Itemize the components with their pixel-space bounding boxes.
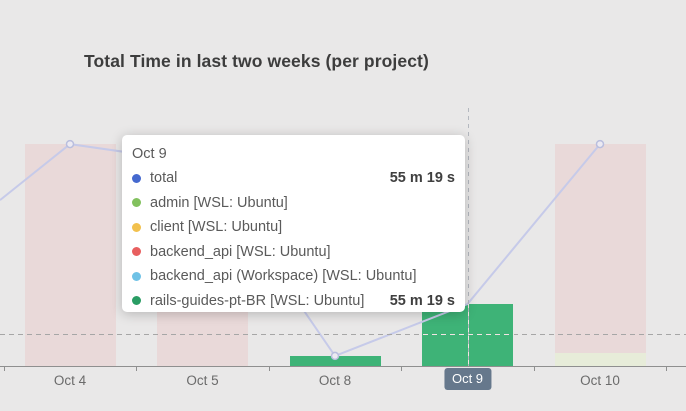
x-axis-label-oct-8[interactable]: Oct 8: [318, 373, 352, 388]
tooltip-row-label: rails-guides-pt-BR [WSL: Ubuntu]: [150, 292, 365, 309]
x-axis-tick: [3, 366, 5, 371]
series-dot-total-icon: [132, 173, 141, 183]
chart-tooltip: Oct 9 total 55 m 19 s admin [WSL: Ubuntu…: [122, 135, 465, 312]
crosshair-vertical-line: [468, 108, 469, 366]
tooltip-row-backend-api-workspace: backend_api (Workspace) [WSL: Ubuntu]: [132, 264, 455, 289]
tooltip-row-label: client [WSL: Ubuntu]: [150, 219, 283, 236]
bar-segment-oct-4[interactable]: [24, 144, 116, 366]
series-dot-backend-api-workspace-icon: [132, 271, 141, 281]
tooltip-row-rails-guides: rails-guides-pt-BR [WSL: Ubuntu] 55 m 19…: [132, 289, 455, 314]
series-dot-admin-icon: [132, 198, 141, 208]
x-axis-label-oct-4[interactable]: Oct 4: [53, 373, 87, 388]
series-dot-backend-api-icon: [132, 247, 141, 257]
tooltip-row-backend-api: backend_api [WSL: Ubuntu]: [132, 240, 455, 265]
crosshair-horizontal-line: [0, 334, 686, 335]
tooltip-row-value: 55 m 19 s: [389, 292, 455, 309]
bar-segment-oct-8[interactable]: [289, 355, 381, 366]
tooltip-row-label: backend_api [WSL: Ubuntu]: [150, 243, 331, 260]
x-axis-tick: [533, 366, 535, 371]
x-axis-tick: [666, 366, 668, 371]
bar-segment-oct-10[interactable]: [554, 144, 646, 353]
crosshair-horizontal-line-over-bar: [423, 334, 514, 335]
tooltip-row-label: admin [WSL: Ubuntu]: [150, 194, 288, 211]
x-axis-tick: [401, 366, 403, 371]
x-axis-tick: [268, 366, 270, 371]
tooltip-row-admin: admin [WSL: Ubuntu]: [132, 191, 455, 216]
x-axis-line: [0, 366, 686, 367]
crosshair-vertical-line-over-bar: [468, 304, 469, 366]
tooltip-row-label: total: [150, 170, 178, 187]
x-axis-tick: [136, 366, 138, 371]
series-dot-rails-guides-icon: [132, 296, 141, 306]
tooltip-row-label: backend_api (Workspace) [WSL: Ubuntu]: [150, 268, 417, 285]
chart-title: Total Time in last two weeks (per projec…: [84, 51, 429, 71]
x-axis-label-oct-9[interactable]: Oct 9: [443, 368, 492, 390]
tooltip-row-total: total 55 m 19 s: [132, 166, 455, 191]
tooltip-row-value: 55 m 19 s: [389, 170, 455, 187]
bar-segment-oct-10[interactable]: [554, 352, 646, 366]
tooltip-row-client: client [WSL: Ubuntu]: [132, 215, 455, 240]
tooltip-date-header: Oct 9: [132, 146, 167, 162]
series-dot-client-icon: [132, 222, 141, 232]
x-axis-label-oct-10[interactable]: Oct 10: [580, 373, 620, 388]
x-axis-label-oct-5[interactable]: Oct 5: [186, 373, 219, 388]
